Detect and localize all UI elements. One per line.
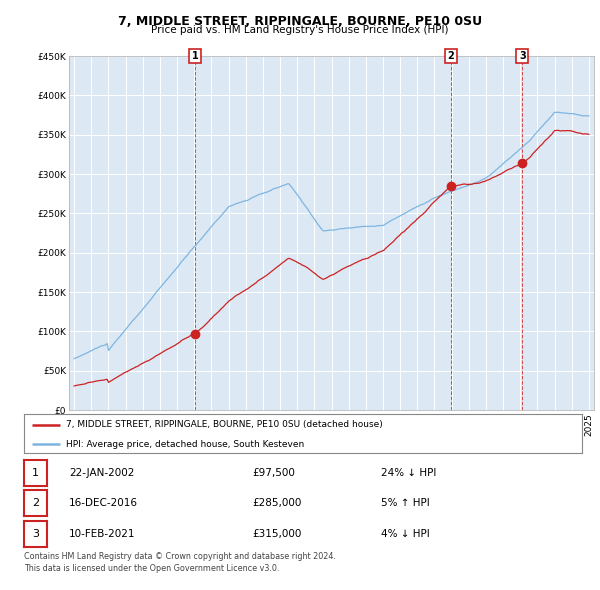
Text: 7, MIDDLE STREET, RIPPINGALE, BOURNE, PE10 0SU (detached house): 7, MIDDLE STREET, RIPPINGALE, BOURNE, PE… (66, 421, 383, 430)
Text: 4% ↓ HPI: 4% ↓ HPI (381, 529, 430, 539)
Text: £315,000: £315,000 (252, 529, 301, 539)
Text: 2: 2 (448, 51, 454, 61)
Text: 16-DEC-2016: 16-DEC-2016 (69, 499, 138, 508)
Text: 2: 2 (32, 499, 39, 508)
Text: Price paid vs. HM Land Registry's House Price Index (HPI): Price paid vs. HM Land Registry's House … (151, 25, 449, 35)
Text: 24% ↓ HPI: 24% ↓ HPI (381, 468, 436, 477)
Text: 22-JAN-2002: 22-JAN-2002 (69, 468, 134, 477)
Text: £97,500: £97,500 (252, 468, 295, 477)
Text: 1: 1 (32, 468, 39, 477)
Text: HPI: Average price, detached house, South Kesteven: HPI: Average price, detached house, Sout… (66, 440, 304, 448)
Text: 3: 3 (32, 529, 39, 539)
Text: 1: 1 (192, 51, 199, 61)
Text: 3: 3 (519, 51, 526, 61)
Text: 10-FEB-2021: 10-FEB-2021 (69, 529, 136, 539)
Text: £285,000: £285,000 (252, 499, 301, 508)
Text: 5% ↑ HPI: 5% ↑ HPI (381, 499, 430, 508)
Text: Contains HM Land Registry data © Crown copyright and database right 2024.
This d: Contains HM Land Registry data © Crown c… (24, 552, 336, 573)
Text: 7, MIDDLE STREET, RIPPINGALE, BOURNE, PE10 0SU: 7, MIDDLE STREET, RIPPINGALE, BOURNE, PE… (118, 15, 482, 28)
